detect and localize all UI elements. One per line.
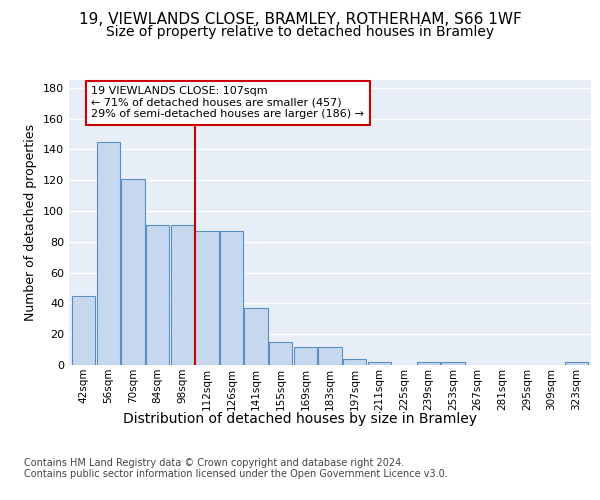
Bar [293,346,317,365]
Bar [146,225,169,365]
Bar [319,346,341,365]
Y-axis label: Number of detached properties: Number of detached properties [25,124,37,321]
Bar [565,362,588,365]
Bar [269,342,292,365]
Text: 19 VIEWLANDS CLOSE: 107sqm
← 71% of detached houses are smaller (457)
29% of sem: 19 VIEWLANDS CLOSE: 107sqm ← 71% of deta… [91,86,364,120]
Text: Size of property relative to detached houses in Bramley: Size of property relative to detached ho… [106,25,494,39]
Bar [121,178,145,365]
Text: Distribution of detached houses by size in Bramley: Distribution of detached houses by size … [123,412,477,426]
Text: 19, VIEWLANDS CLOSE, BRAMLEY, ROTHERHAM, S66 1WF: 19, VIEWLANDS CLOSE, BRAMLEY, ROTHERHAM,… [79,12,521,28]
Bar [72,296,95,365]
Bar [97,142,120,365]
Bar [170,225,194,365]
Bar [442,362,465,365]
Text: Contains HM Land Registry data © Crown copyright and database right 2024.
Contai: Contains HM Land Registry data © Crown c… [24,458,448,479]
Bar [417,362,440,365]
Bar [343,359,367,365]
Bar [244,308,268,365]
Bar [220,231,243,365]
Bar [368,362,391,365]
Bar [195,231,218,365]
